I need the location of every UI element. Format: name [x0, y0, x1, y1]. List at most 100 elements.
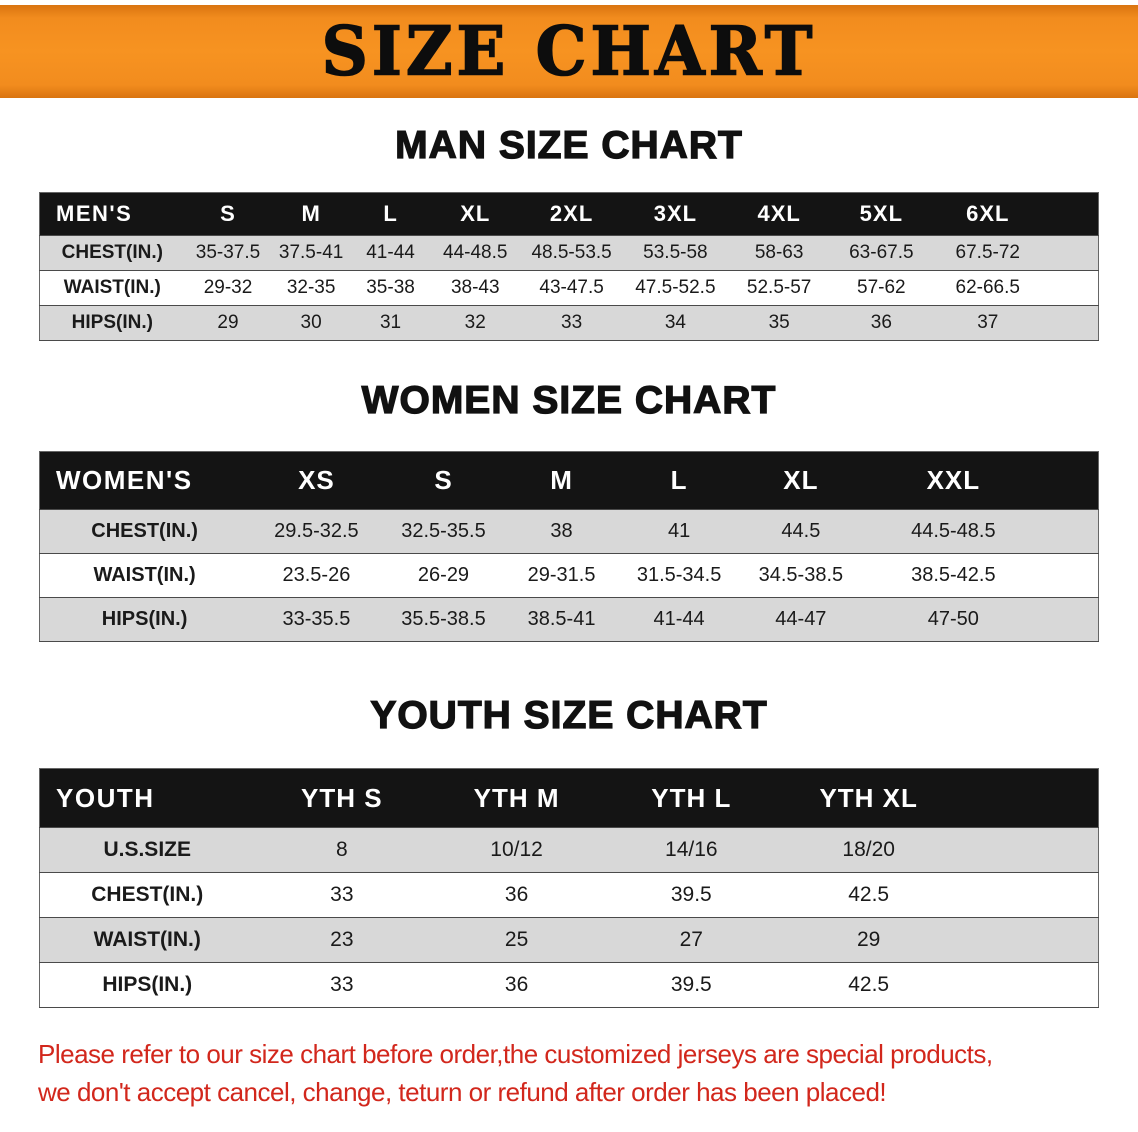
size-value-cell: 29: [217, 312, 239, 333]
measurement-label-cell: HIPS(IN.): [102, 973, 193, 996]
charts-area: MAN SIZE CHART MEN'S S M L XL 2XL 3XL 4XL 5XL 6XL…: [0, 123, 1138, 1008]
size-column-header: YTH S: [254, 768, 430, 828]
measurement-label-cell: HIPS(IN.): [101, 608, 188, 630]
measurement-row: WAIST(IN.) 23.5-26 26-29 29-31.5 31.5-34.5 34…: [39, 553, 1099, 598]
measurement-label-cell: CHEST(IN.): [61, 242, 163, 263]
measurement-row: HIPS(IN.) 33 36 39.5 42.5: [39, 962, 1099, 1008]
size-value-cell: 10/12: [490, 838, 543, 861]
size-value-cell: 63-67.5: [849, 242, 914, 263]
banner-title: SIZE CHART: [321, 11, 817, 92]
measurement-row: WAIST(IN.) 23 25 27 29: [39, 917, 1099, 963]
measurement-row: CHEST(IN.) 35-37.5 37.5-41 41-44 44-48.5 48.5…: [39, 235, 1099, 271]
measurement-label-cell: WAIST(IN.): [63, 277, 161, 298]
table-title-cell: MEN'S: [39, 192, 185, 236]
measurement-row: CHEST(IN.) 33 36 39.5 42.5: [39, 872, 1099, 918]
youth-size-table: YOUTH YTH S YTH M YTH L YTH XL U.S.SIZE 8 10/12…: [39, 768, 1099, 1008]
measurement-row: CHEST(IN.) 29.5-32.5 32.5-35.5 38 41 44.5 44.5…: [39, 509, 1099, 554]
size-value-cell: 8: [335, 838, 348, 861]
measurement-label-cell: HIPS(IN.): [71, 312, 153, 333]
size-value-cell: [959, 918, 1099, 963]
size-value-cell: 25: [504, 928, 529, 951]
size-value-cell: 33-35.5: [282, 608, 351, 630]
size-column-header: XL: [430, 192, 521, 236]
size-column-header: M: [271, 192, 351, 236]
size-value-cell: 35.5-38.5: [401, 608, 486, 630]
measurement-label-cell: CHEST(IN.): [91, 520, 198, 542]
size-value-cell: 35: [768, 312, 790, 333]
size-column-header: S: [184, 192, 272, 236]
measurement-row: U.S.SIZE 8 10/12 14/16 18/20: [39, 827, 1099, 873]
size-column-header: YTH L: [603, 768, 779, 828]
size-value-cell: 42.5: [848, 973, 890, 996]
disclaimer-line: Please refer to our size chart before or…: [38, 1039, 993, 1069]
size-value-cell: 41-44: [653, 608, 705, 630]
size-header-row: WOMEN'S XS S M L XL XXL: [39, 451, 1099, 510]
size-value-cell: 32: [464, 312, 486, 333]
measurement-row: HIPS(IN.) 33-35.5 35.5-38.5 38.5-41 41-44 44-…: [39, 597, 1099, 642]
size-column-header: XXL: [863, 451, 1044, 510]
size-value-cell: 44.5: [781, 520, 821, 542]
size-value-cell: 38-43: [450, 277, 500, 298]
size-column-header: S: [383, 451, 504, 510]
size-value-cell: [959, 828, 1099, 873]
women-chart-heading: WOMEN SIZE CHART: [361, 378, 777, 422]
size-column-header: L: [350, 192, 431, 236]
size-value-cell: 23.5-26: [282, 564, 351, 586]
size-value-cell: 38.5-42.5: [911, 564, 996, 586]
size-value-cell: 29-32: [203, 277, 253, 298]
size-column-header: M: [503, 451, 620, 510]
size-value-cell: 23: [330, 928, 354, 951]
size-value-cell: 33: [561, 312, 583, 333]
size-value-cell: 31: [379, 312, 402, 333]
size-value-cell: 29: [857, 928, 881, 951]
size-value-cell: 52.5-57: [746, 277, 812, 298]
size-value-cell: [959, 963, 1099, 1008]
youth-size-section: YOUTH SIZE CHART YOUTH YTH S YTH M YTH L YTH…: [0, 693, 1138, 1008]
size-value-cell: [1043, 598, 1098, 642]
disclaimer: Please refer to our size chart before or…: [0, 1036, 1138, 1111]
size-value-cell: 38: [550, 520, 573, 542]
size-value-cell: 39.5: [670, 973, 712, 996]
size-value-cell: 38.5-41: [527, 608, 596, 630]
table-title-cell: YOUTH: [39, 768, 255, 828]
table-title-cell: WOMEN'S: [39, 451, 250, 510]
size-value-cell: 14/16: [665, 838, 718, 861]
size-value-cell: 29-31.5: [527, 564, 596, 586]
size-column-header: XL: [738, 451, 864, 510]
size-value-cell: 29.5-32.5: [274, 520, 359, 542]
size-value-cell: 34: [664, 312, 686, 333]
size-column-header: 2XL: [520, 192, 623, 236]
size-value-cell: 34.5-38.5: [758, 564, 844, 586]
size-column-header: 5XL: [830, 192, 933, 236]
men-chart-heading: MAN SIZE CHART: [395, 123, 743, 167]
measurement-label-cell: CHEST(IN.): [91, 883, 204, 906]
size-value-cell: 32.5-35.5: [401, 520, 486, 542]
size-value-cell: [1043, 306, 1098, 341]
size-column-header: L: [619, 451, 739, 510]
size-value-cell: 33: [330, 973, 354, 996]
size-header-row: MEN'S S M L XL 2XL 3XL 4XL 5XL 6XL: [39, 192, 1099, 236]
youth-chart-heading: YOUTH SIZE CHART: [370, 693, 768, 737]
size-value-cell: 30: [300, 312, 322, 333]
size-value-cell: [959, 873, 1099, 918]
disclaimer-line: we don't accept cancel, change, teturn o…: [38, 1076, 887, 1107]
size-value-cell: 41: [667, 520, 691, 542]
size-value-cell: 44-47: [775, 608, 827, 630]
size-column-header: [958, 768, 1099, 828]
size-value-cell: 48.5-53.5: [531, 242, 612, 263]
banner: SIZE CHART: [0, 5, 1138, 98]
size-value-cell: 44-48.5: [443, 242, 508, 263]
size-value-cell: 53.5-58: [643, 242, 708, 263]
measurement-row: HIPS(IN.) 29 30 31 32 33 34 35 36 37: [39, 305, 1099, 341]
size-value-cell: 27: [679, 928, 703, 951]
size-value-cell: [1043, 271, 1098, 306]
size-value-cell: 41-44: [366, 242, 415, 263]
men-size-table: MEN'S S M L XL 2XL 3XL 4XL 5XL 6XL CHEST(IN.) 35-37…: [39, 192, 1099, 341]
size-value-cell: 31.5-34.5: [636, 564, 722, 586]
size-value-cell: 36: [870, 312, 892, 333]
size-value-cell: 35-38: [366, 277, 415, 298]
size-value-cell: 47.5-52.5: [635, 277, 716, 298]
measurement-row: WAIST(IN.) 29-32 32-35 35-38 38-43 43-47.5 47.…: [39, 270, 1099, 306]
size-column-header: [1043, 192, 1099, 236]
size-value-cell: [1043, 554, 1098, 598]
